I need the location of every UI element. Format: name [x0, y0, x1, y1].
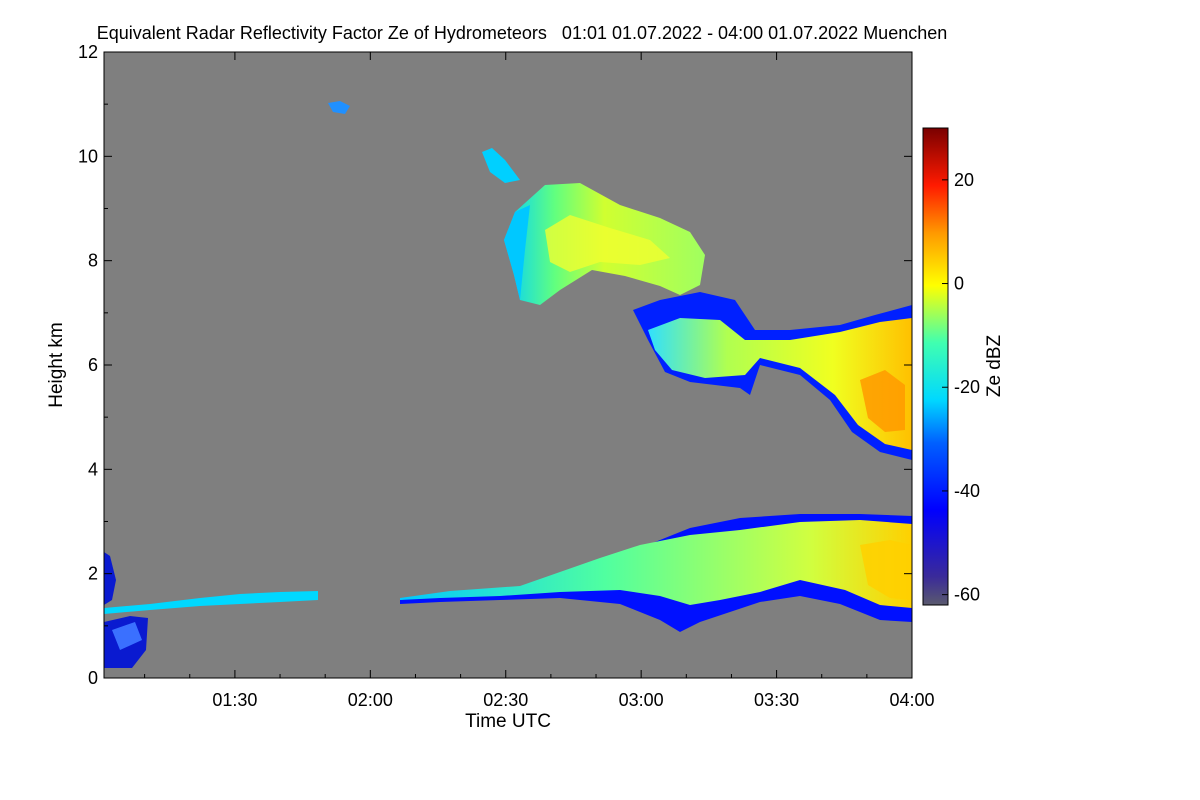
region-near-ground-echo-core [112, 622, 142, 650]
region-low-layer [400, 520, 912, 608]
colorbar-tick-label: 0 [954, 274, 964, 294]
colorbar-tick-label: 20 [954, 170, 974, 190]
region-cirrus-fragment [482, 148, 520, 183]
colorbar-label: Ze dBZ [984, 334, 1005, 397]
x-axis: 01:30 02:00 02:30 03:00 03:30 04:00 [144, 52, 935, 710]
x-axis-label: Time UTC [465, 711, 551, 732]
region-low-layer-early [104, 591, 318, 614]
colorbar-tick-label: -20 [954, 377, 980, 397]
y-axis-label: Height km [46, 322, 67, 408]
colorbar-tick-label: -40 [954, 481, 980, 501]
y-axis: 0 2 4 6 8 10 12 [78, 42, 912, 688]
region-mid-cloud-core [860, 370, 905, 432]
x-tick-label: 03:30 [754, 690, 799, 710]
region-upper-ice-edge [504, 205, 530, 300]
x-tick-label: 04:00 [889, 690, 934, 710]
x-tick-label: 02:00 [348, 690, 393, 710]
x-tick-label: 02:30 [483, 690, 528, 710]
x-tick-label: 01:30 [212, 690, 257, 710]
x-tick-label: 03:00 [619, 690, 664, 710]
y-tick-label: 6 [88, 355, 98, 375]
y-tick-label: 8 [88, 251, 98, 271]
y-tick-label: 12 [78, 42, 98, 62]
reflectivity-regions [104, 101, 912, 668]
region-upper-ice-core [545, 215, 670, 272]
y-tick-label: 2 [88, 564, 98, 584]
colorbar-ticks: 20 0 -20 -40 -60 [942, 170, 980, 605]
y-tick-label: 4 [88, 459, 98, 479]
chart-title: Equivalent Radar Reflectivity Factor Ze … [97, 23, 948, 43]
y-tick-label: 10 [78, 146, 98, 166]
colorbar [922, 127, 949, 606]
region-mid-cloud [648, 318, 912, 450]
region-low-layer-core [860, 540, 912, 600]
y-tick-label: 0 [88, 668, 98, 688]
colorbar-tick-label: -60 [954, 585, 980, 605]
region-cirrus-fragment-2 [328, 101, 350, 114]
